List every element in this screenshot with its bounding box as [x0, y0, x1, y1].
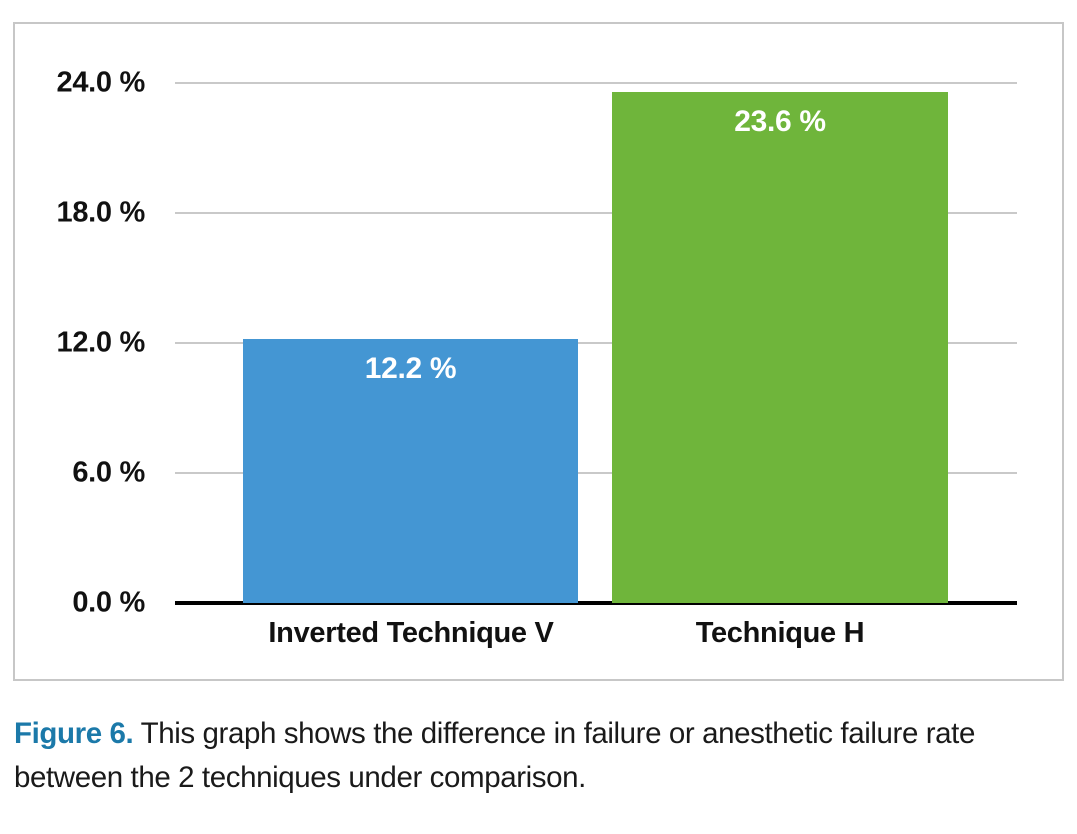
ytick-label-12: 12.0 % [56, 326, 146, 359]
gridline-12 [175, 342, 1017, 344]
bar-value-label-0: 12.2 % [364, 352, 457, 385]
category-label-0: Inverted Technique V [268, 617, 554, 649]
plot-area: 0.0 % 6.0 % 12.0 % 18.0 % 24.0 % 12.2 % Invert… [57, 67, 1017, 649]
bar-1: 23.6 % [612, 92, 948, 603]
bar-value-label-1: 23.6 % [734, 105, 826, 138]
ytick-label-24: 24.0 % [56, 66, 146, 99]
ytick-label-18: 18.0 % [56, 196, 146, 229]
gridline-6 [175, 472, 1017, 474]
ytick-label-6: 6.0 % [72, 456, 145, 489]
figure-caption-label: Figure 6. [14, 717, 134, 750]
category-label-1: Technique H [695, 617, 865, 649]
gridline-18 [175, 212, 1017, 214]
figure-caption: Figure 6. This graph shows the differenc… [14, 712, 1019, 800]
gridline-24 [175, 82, 1017, 84]
bar-0: 12.2 % [243, 339, 578, 603]
figure-caption-text: This graph shows the difference in failu… [14, 717, 975, 794]
ytick-label-0: 0.0 % [72, 586, 145, 619]
x-axis-line [175, 601, 1017, 605]
bar-chart: 0.0 % 6.0 % 12.0 % 18.0 % 24.0 % 12.2 % Invert… [13, 22, 1064, 681]
